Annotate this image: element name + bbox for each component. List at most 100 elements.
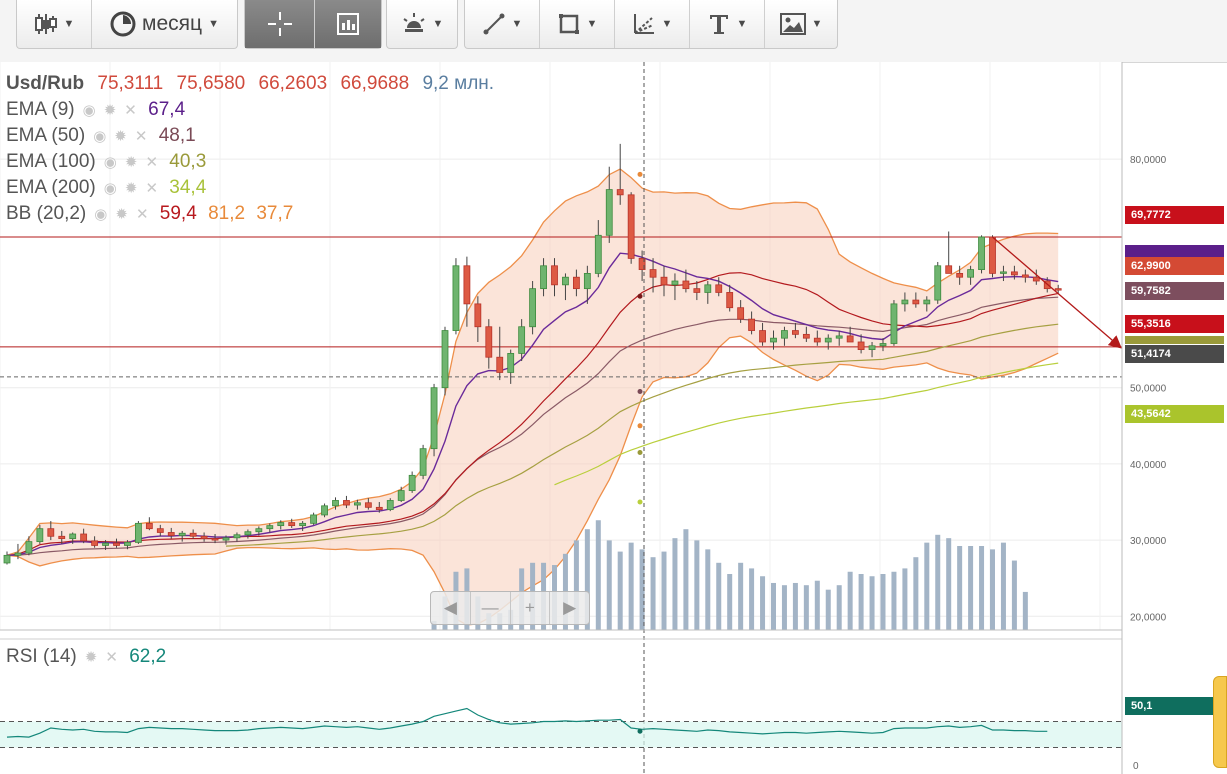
zoom-in-icon[interactable]: + — [511, 592, 551, 624]
volume-value: 9,2 млн. — [422, 73, 495, 94]
ema-200-line — [554, 362, 1059, 486]
candle-body — [583, 272, 591, 290]
chevron-down-icon: ▼ — [736, 18, 748, 30]
candle-body — [945, 265, 953, 274]
indicators-icon — [337, 13, 359, 35]
ema-50-value: 48,1 — [158, 125, 196, 146]
volume-bar — [1022, 591, 1028, 630]
volume-bar — [672, 538, 678, 630]
candle-body — [693, 288, 701, 293]
shape-tool-button[interactable]: ▼ — [540, 0, 615, 48]
gear-icon[interactable]: ✹ — [84, 649, 98, 666]
candle-body — [178, 532, 186, 536]
candle-body — [80, 533, 88, 542]
scroll-right-icon[interactable]: ▶ — [563, 598, 577, 617]
candle-body — [824, 337, 832, 343]
close-icon[interactable]: ✕ — [145, 154, 159, 171]
crosshair-button[interactable] — [245, 0, 315, 48]
candle-body — [36, 528, 44, 543]
gear-icon[interactable]: ✹ — [124, 154, 138, 171]
crosshair-icon — [267, 12, 292, 36]
legend-bb: BB (20,2) ◉ ✹ ✕ 59,4 81,2 37,7 — [6, 203, 293, 225]
candle-body — [299, 522, 307, 527]
close-icon[interactable]: ✕ — [135, 206, 149, 223]
close-icon[interactable]: ✕ — [145, 180, 159, 197]
volume-bar — [847, 571, 853, 630]
gear-icon[interactable]: ✹ — [115, 206, 128, 223]
volume-bar — [705, 549, 711, 630]
price-axis-tick-label: 20,0000 — [1130, 612, 1167, 623]
eye-icon[interactable]: ◉ — [94, 206, 108, 223]
price-axis-tick-label: 80,0000 — [1130, 155, 1167, 166]
crosshair-marker — [637, 499, 643, 505]
candle-body — [375, 506, 383, 511]
candle-body — [134, 522, 142, 543]
candle-body — [868, 345, 876, 351]
volume-bar — [749, 568, 755, 630]
fib-tool-button[interactable]: ▼ — [615, 0, 690, 48]
candle-body — [507, 353, 515, 373]
gear-icon[interactable]: ✹ — [124, 180, 138, 197]
gear-icon[interactable]: ✹ — [103, 102, 117, 119]
candle-body — [879, 343, 887, 347]
candle-body — [441, 330, 449, 389]
candle-body — [102, 542, 109, 546]
text-tool-button[interactable]: ▼ — [690, 0, 765, 48]
candle-body — [1032, 276, 1040, 282]
trend-line[interactable] — [992, 236, 1122, 349]
price-tag-last-close: 62,9900 — [1125, 257, 1224, 275]
candle-body — [759, 330, 766, 343]
zoom-navigation: ◀ — + ▶ — [430, 591, 590, 625]
panel-resize-handle[interactable] — [1213, 676, 1227, 768]
close-icon[interactable]: ✕ — [105, 649, 118, 666]
image-button[interactable]: ▼ — [765, 0, 837, 48]
scroll-left-icon[interactable]: ◀ — [431, 592, 471, 624]
candle-body — [222, 537, 230, 541]
image-icon — [779, 13, 806, 35]
close-icon[interactable]: ✕ — [134, 128, 148, 145]
crosshair-marker — [637, 293, 643, 299]
candle-body — [846, 335, 854, 343]
zoom-out-icon[interactable]: — — [471, 592, 511, 624]
candle-body — [156, 528, 164, 533]
price-axis-tick-label: 50,0000 — [1130, 384, 1167, 395]
volume-bar — [573, 540, 579, 630]
candle-type-button[interactable]: ▼ — [17, 0, 92, 48]
close-icon[interactable]: ✕ — [124, 102, 137, 119]
trend-line-segment — [992, 236, 1122, 349]
period-button[interactable]: месяц ▼ — [92, 0, 237, 48]
toolbar-group-studies: ▼ — [386, 0, 458, 49]
candle-body — [540, 265, 547, 290]
rsi-crosshair-marker — [637, 728, 643, 734]
eye-icon[interactable]: ◉ — [103, 180, 117, 197]
eye-icon[interactable]: ◉ — [103, 154, 117, 171]
volume-bar — [781, 585, 787, 630]
candle-body — [660, 276, 668, 286]
eye-icon[interactable]: ◉ — [82, 102, 96, 119]
bb-label: BB (20,2) — [6, 203, 87, 224]
studies-button[interactable]: ▼ — [387, 0, 457, 48]
line-tool-button[interactable]: ▼ — [465, 0, 540, 48]
candle-body — [627, 194, 635, 259]
volume-bar — [584, 529, 590, 630]
candle-body — [682, 280, 690, 290]
gear-icon[interactable]: ✹ — [114, 128, 127, 145]
candle-body — [14, 552, 22, 556]
chevron-down-icon: ▼ — [811, 18, 823, 30]
fan-icon — [633, 14, 654, 34]
candle-body — [737, 307, 745, 320]
candle-body — [386, 500, 394, 511]
volume-bar — [738, 562, 744, 630]
volume-bar — [913, 557, 919, 630]
legend-ema-200: EMA (200) ◉ ✹ ✕ 34,4 — [6, 177, 206, 199]
candle-body — [616, 189, 624, 196]
indicators-button[interactable] — [315, 0, 381, 48]
volume-bar — [694, 540, 700, 630]
candle-body — [781, 330, 788, 339]
eye-icon[interactable]: ◉ — [93, 128, 107, 145]
candle-body — [1054, 288, 1062, 291]
volume-bar — [891, 571, 897, 630]
candle-body — [638, 257, 646, 270]
price-tag-ema-200: 43,5642 — [1125, 405, 1224, 423]
